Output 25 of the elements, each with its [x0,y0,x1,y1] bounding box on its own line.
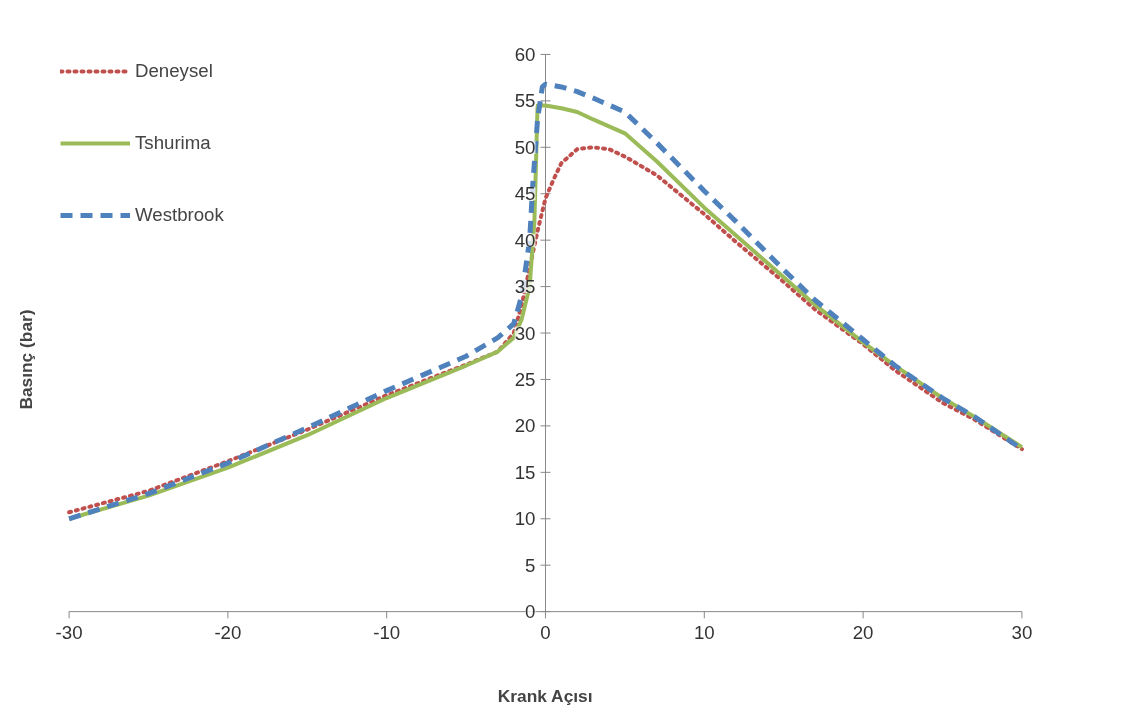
legend-label: Deneysel [135,60,213,82]
y-tick-label: 15 [514,461,536,483]
y-tick-label: 5 [525,554,536,576]
y-tick-label: 55 [514,90,536,112]
x-tick-label: 30 [1011,621,1033,643]
y-tick-label: 40 [514,229,536,251]
x-tick-label: -20 [214,621,242,643]
y-tick-label: 60 [514,43,536,65]
x-axis-title: Krank Açısı [497,685,593,706]
y-tick-label: 25 [514,368,536,390]
x-tick-label: -10 [373,621,401,643]
x-tick-label: 10 [693,621,715,643]
y-tick-label: 50 [514,136,536,158]
legend-label: Westbrook [135,204,224,226]
x-tick-label: 20 [852,621,874,643]
y-tick-label: 0 [525,601,536,623]
x-tick-label: -30 [55,621,83,643]
y-tick-label: 45 [514,183,536,205]
y-axis-title: Basınç (bar) [15,309,36,410]
legend-label: Tshurima [135,132,211,154]
y-tick-label: 20 [514,415,536,437]
y-tick-label: 30 [514,322,536,344]
x-tick-label: 0 [540,621,551,643]
y-tick-label: 35 [514,276,536,298]
y-tick-label: 10 [514,508,536,530]
